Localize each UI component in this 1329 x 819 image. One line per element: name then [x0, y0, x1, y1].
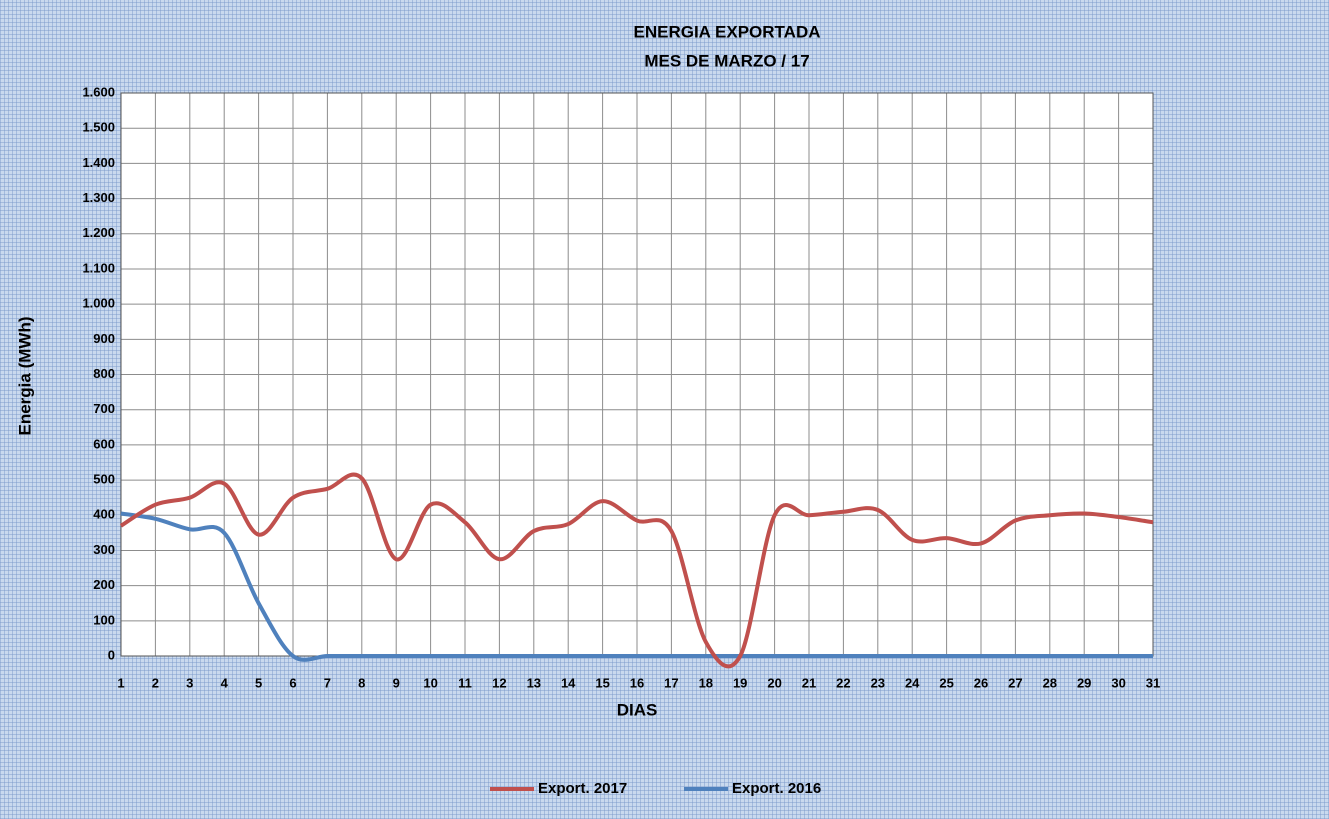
x-tick-label: 27 — [1008, 675, 1022, 690]
x-tick-label: 17 — [664, 675, 678, 690]
legend-label: Export. 2017 — [538, 780, 627, 797]
x-tick-label: 15 — [595, 675, 609, 690]
x-tick-label: 28 — [1043, 675, 1057, 690]
x-tick-label: 30 — [1111, 675, 1125, 690]
y-tick-label: 1.100 — [82, 260, 115, 275]
y-tick-label: 1.200 — [82, 225, 115, 240]
y-tick-label: 600 — [93, 436, 115, 451]
chart-subtitle: MES DE MARZO / 17 — [644, 51, 809, 70]
x-tick-label: 20 — [767, 675, 781, 690]
y-tick-label: 300 — [93, 542, 115, 557]
x-tick-label: 25 — [939, 675, 953, 690]
x-tick-label: 4 — [221, 675, 229, 690]
x-tick-label: 21 — [802, 675, 816, 690]
legend-label: Export. 2016 — [732, 780, 821, 797]
x-tick-label: 26 — [974, 675, 988, 690]
y-tick-label: 800 — [93, 366, 115, 381]
y-tick-label: 1.600 — [82, 84, 115, 99]
y-tick-label: 1.000 — [82, 296, 115, 311]
series-line — [120, 511, 1153, 662]
x-tick-label: 10 — [423, 675, 437, 690]
x-tick-label: 11 — [458, 675, 472, 690]
x-tick-label: 9 — [393, 675, 400, 690]
y-tick-label: 1.300 — [82, 190, 115, 205]
chart-title: ENERGIA EXPORTADA — [633, 22, 820, 41]
y-tick-label: 200 — [93, 577, 115, 592]
y-tick-label: 100 — [93, 612, 115, 627]
x-tick-label: 8 — [358, 675, 365, 690]
x-tick-label: 7 — [324, 675, 331, 690]
x-tick-label: 5 — [255, 675, 262, 690]
x-tick-label: 13 — [527, 675, 541, 690]
x-tick-label: 23 — [871, 675, 885, 690]
x-axis-label: DIAS — [617, 700, 658, 719]
y-axis-label: Energia (MWh) — [15, 317, 34, 436]
x-tick-label: 29 — [1077, 675, 1091, 690]
y-tick-label: 900 — [93, 331, 115, 346]
x-tick-label: 6 — [289, 675, 296, 690]
x-tick-label: 3 — [186, 675, 193, 690]
x-tick-label: 19 — [733, 675, 747, 690]
x-tick-label: 18 — [699, 675, 713, 690]
x-tick-label: 1 — [117, 675, 124, 690]
y-tick-label: 700 — [93, 401, 115, 416]
x-tick-label: 22 — [836, 675, 850, 690]
y-tick-label: 1.500 — [82, 120, 115, 135]
y-tick-label: 0 — [108, 647, 115, 662]
series-line — [119, 472, 1154, 669]
x-tick-label: 14 — [561, 675, 576, 690]
x-tick-label: 24 — [905, 675, 920, 690]
y-tick-label: 400 — [93, 507, 115, 522]
x-tick-label: 2 — [152, 675, 159, 690]
x-tick-label: 31 — [1146, 675, 1160, 690]
y-tick-label: 500 — [93, 472, 115, 487]
y-tick-label: 1.400 — [82, 155, 115, 170]
x-tick-label: 12 — [492, 675, 506, 690]
x-tick-label: 16 — [630, 675, 644, 690]
